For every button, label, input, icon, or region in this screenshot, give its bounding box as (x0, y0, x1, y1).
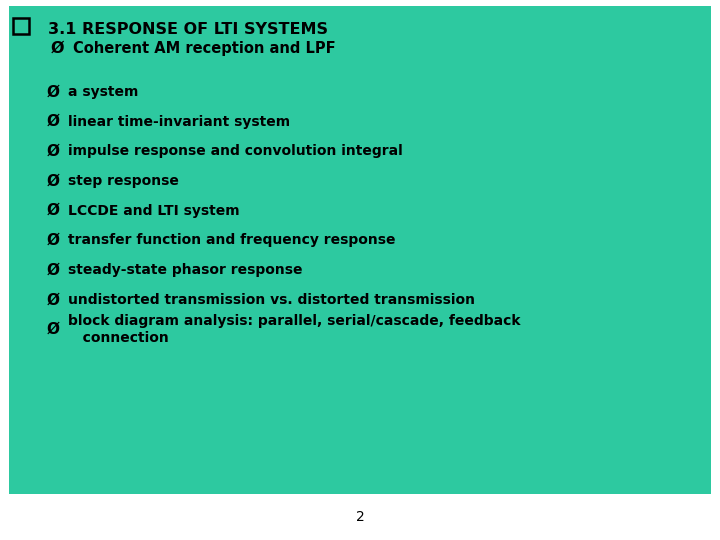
Text: Ø: Ø (47, 144, 60, 159)
Text: Ø: Ø (47, 173, 60, 188)
Text: step response: step response (68, 174, 179, 188)
Text: Ø: Ø (47, 322, 60, 337)
Text: Ø: Ø (47, 292, 60, 307)
Bar (13, 18, 29, 34)
Text: block diagram analysis: parallel, serial/cascade, feedback
   connection: block diagram analysis: parallel, serial… (68, 314, 521, 345)
Text: LCCDE and LTI system: LCCDE and LTI system (68, 204, 240, 218)
Text: Coherent AM reception and LPF: Coherent AM reception and LPF (73, 41, 336, 56)
Text: Ø: Ø (47, 114, 60, 129)
Text: Ø: Ø (47, 203, 60, 218)
Text: Ø: Ø (47, 84, 60, 99)
Text: a system: a system (68, 85, 139, 99)
Text: 3.1 RESPONSE OF LTI SYSTEMS: 3.1 RESPONSE OF LTI SYSTEMS (48, 22, 328, 37)
Text: undistorted transmission vs. distorted transmission: undistorted transmission vs. distorted t… (68, 293, 475, 307)
Text: transfer function and frequency response: transfer function and frequency response (68, 233, 396, 247)
FancyBboxPatch shape (9, 6, 711, 494)
Text: 2: 2 (356, 510, 364, 524)
Text: impulse response and convolution integral: impulse response and convolution integra… (68, 144, 403, 158)
Text: Ø: Ø (50, 41, 64, 56)
Text: linear time-invariant system: linear time-invariant system (68, 114, 291, 129)
Text: Ø: Ø (47, 262, 60, 278)
Text: steady-state phasor response: steady-state phasor response (68, 263, 303, 277)
Text: Ø: Ø (47, 233, 60, 248)
